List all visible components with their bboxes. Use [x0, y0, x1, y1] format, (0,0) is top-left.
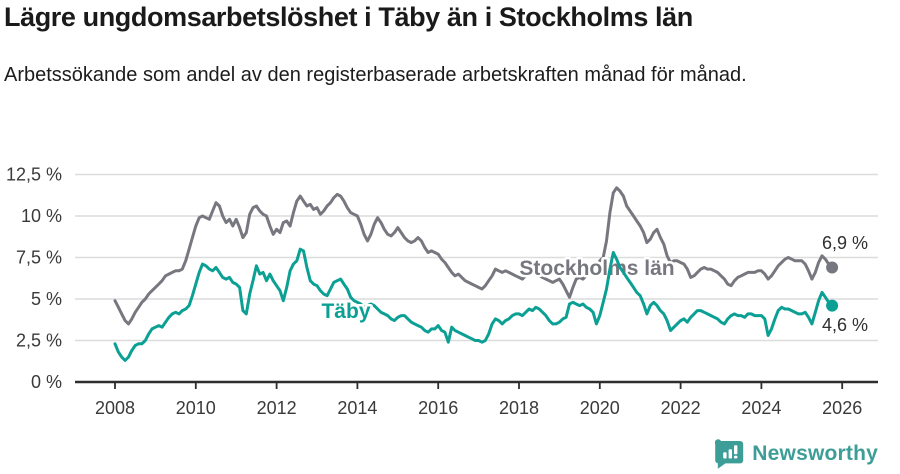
y-tick-label: 5 %: [31, 289, 62, 309]
series-end-dot-stockholms-l-n: [826, 261, 839, 274]
x-tick-label: 2010: [176, 398, 216, 418]
series-line-stockholms-l-n: [113, 186, 834, 326]
x-tick-label: 2008: [95, 398, 135, 418]
y-tick-label: 7,5 %: [16, 248, 62, 268]
x-tick-label: 2026: [822, 398, 862, 418]
chart-title: Lägre ungdomsarbetslöshet i Täby än i St…: [4, 2, 693, 32]
y-tick-label: 10 %: [21, 206, 62, 226]
x-tick-label: 2014: [337, 398, 377, 418]
series-label-stockholms-l-n: Stockholms län: [519, 257, 674, 280]
y-tick-label: 2,5 %: [16, 331, 62, 351]
newsworthy-bar-chart-icon: [715, 439, 744, 469]
x-tick-label: 2018: [499, 398, 539, 418]
x-tick-label: 2012: [257, 398, 297, 418]
series-label-t-by: Täby: [321, 300, 370, 323]
series-end-value-t-by: 4,6 %: [822, 315, 868, 335]
series-line-t-by: [113, 247, 834, 362]
x-tick-label: 2024: [741, 398, 781, 418]
series-end-value-stockholms-l-n: 6,9 %: [822, 233, 868, 253]
y-tick-label: 0 %: [31, 372, 62, 392]
series-end-dot-t-by: [826, 299, 839, 312]
newsworthy-wordmark: Newsworthy: [752, 442, 878, 465]
chart-subtitle: Arbetssökande som andel av den registerb…: [4, 64, 747, 86]
x-tick-label: 2022: [661, 398, 701, 418]
newsworthy-logo: Newsworthy: [715, 439, 878, 469]
x-tick-label: 2016: [418, 398, 458, 418]
x-tick-label: 2020: [580, 398, 620, 418]
y-tick-label: 12,5 %: [6, 165, 62, 185]
